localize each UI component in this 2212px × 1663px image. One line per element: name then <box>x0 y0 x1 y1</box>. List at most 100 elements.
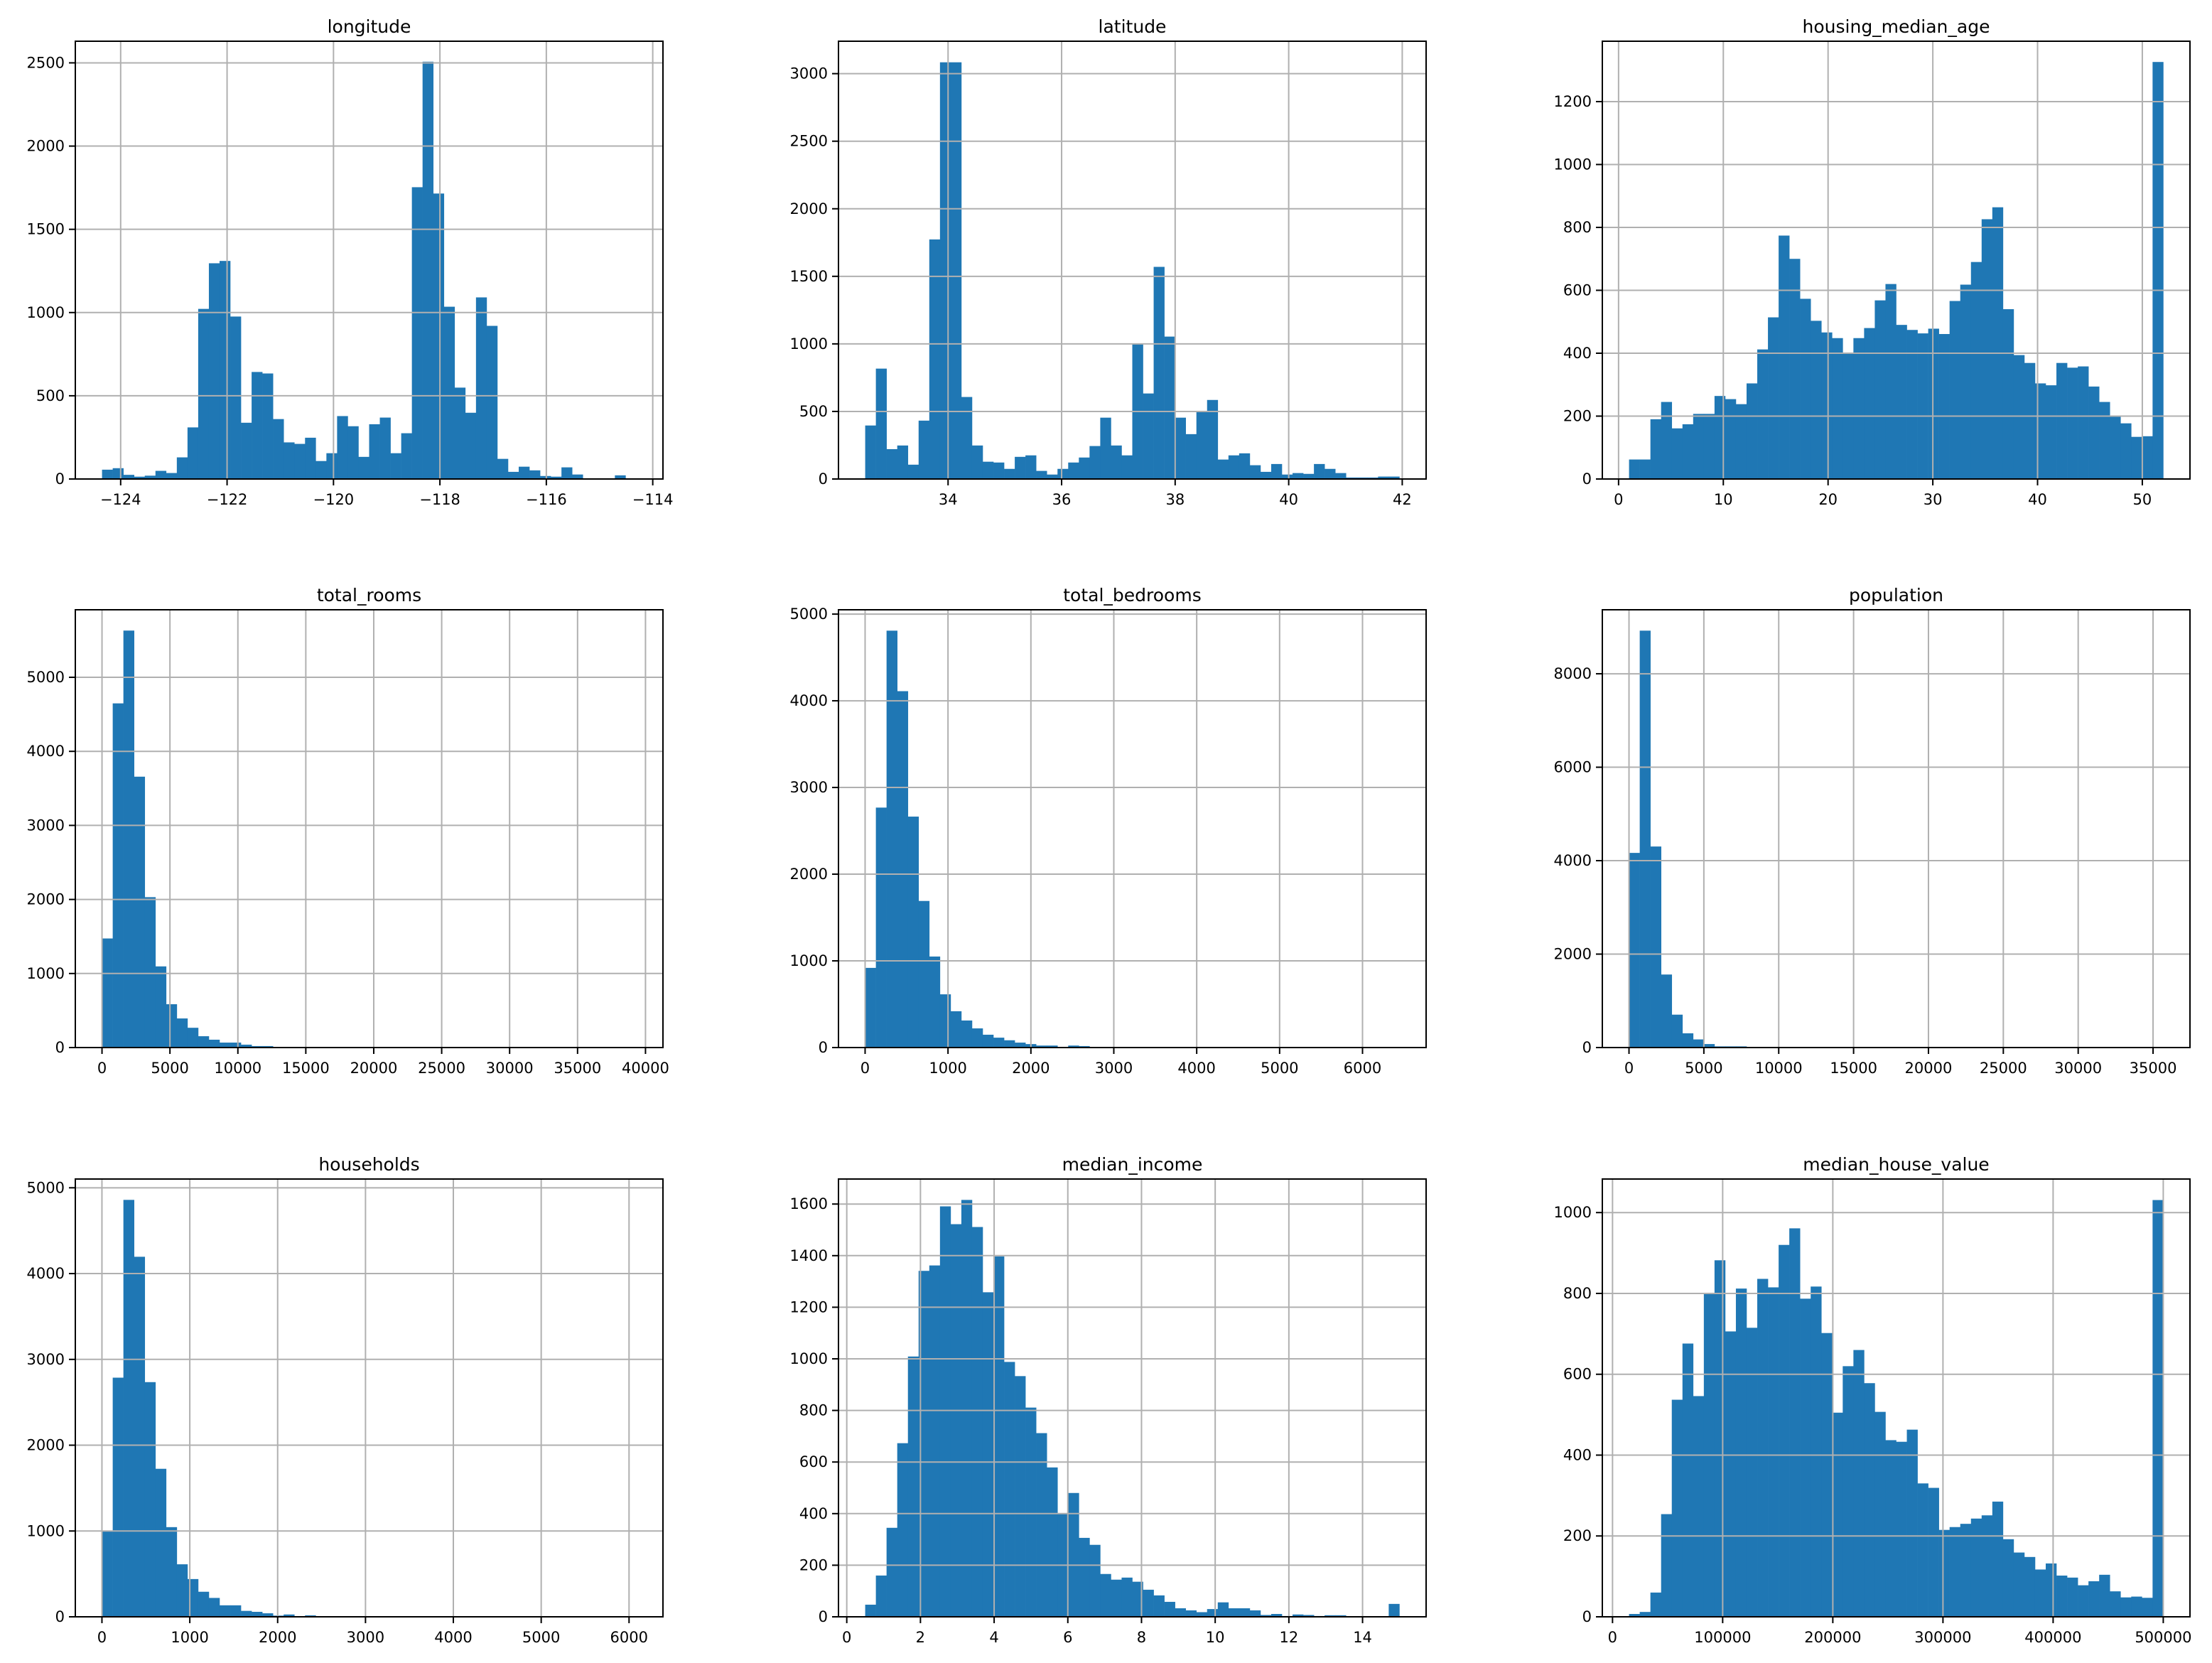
bar <box>1671 1399 1683 1617</box>
y-tick-label: 200 <box>1563 1527 1592 1544</box>
x-tick-label: 400000 <box>2024 1629 2081 1646</box>
bar <box>950 1011 962 1048</box>
bar <box>1164 336 1175 479</box>
y-tick-label: 500 <box>799 403 828 420</box>
bar <box>1282 474 1293 479</box>
x-tick-label: 4000 <box>434 1629 472 1646</box>
bar <box>347 426 359 479</box>
axes-frame <box>1602 1178 2191 1618</box>
y-tick-label: 0 <box>1582 1608 1592 1625</box>
bar <box>907 817 919 1048</box>
bar <box>993 1256 1005 1617</box>
x-tick-label: 300000 <box>1914 1629 1971 1646</box>
y-tick-label: 3000 <box>790 779 828 796</box>
x-tick-label: 35000 <box>2130 1060 2177 1077</box>
x-tick-label: 34 <box>939 491 958 508</box>
bar <box>358 456 369 479</box>
y-tick-label: 1000 <box>790 335 828 352</box>
bar <box>305 1615 316 1617</box>
bar <box>2142 1598 2153 1617</box>
bar <box>155 966 167 1048</box>
bar <box>230 1043 242 1048</box>
bar <box>918 1271 930 1617</box>
bar <box>337 416 348 479</box>
x-tick-label: 0 <box>1624 1060 1634 1077</box>
bar <box>433 193 445 479</box>
bar <box>1938 333 1950 479</box>
y-tick-label: 5000 <box>27 669 65 686</box>
y-tick-label: 600 <box>799 1453 828 1470</box>
bar <box>918 420 930 479</box>
bar <box>1779 1244 1790 1617</box>
bar <box>572 474 583 479</box>
bar <box>1789 259 1801 479</box>
bar <box>982 1292 994 1617</box>
bar <box>961 1020 973 1048</box>
x-tick-label: 15000 <box>1830 1060 1877 1077</box>
bar <box>1864 328 1875 479</box>
bar <box>886 448 897 479</box>
x-tick-label: 25000 <box>418 1060 465 1077</box>
bar <box>2152 62 2164 479</box>
x-tick-label: 20 <box>1818 491 1838 508</box>
x-tick-label: 10000 <box>214 1060 261 1077</box>
bar <box>615 475 626 479</box>
x-tick-label: 5000 <box>1261 1060 1298 1077</box>
bar <box>1068 1492 1079 1617</box>
bar <box>929 956 941 1048</box>
x-tick-label: 40 <box>1279 491 1298 508</box>
bar <box>273 419 284 479</box>
x-tick-label: 6000 <box>610 1629 648 1646</box>
bar <box>1682 1033 1694 1048</box>
y-tick-label: 5000 <box>27 1179 65 1196</box>
bar <box>1335 1615 1347 1617</box>
bar <box>1388 1603 1400 1617</box>
bar <box>1671 428 1683 479</box>
bar <box>2067 1577 2078 1617</box>
bar <box>561 467 573 479</box>
bar <box>1270 1614 1283 1617</box>
y-tick-label: 800 <box>1563 1285 1592 1302</box>
bar <box>1185 1610 1197 1617</box>
axes-frame <box>1602 41 2191 480</box>
bar <box>230 316 242 479</box>
bar <box>1725 399 1737 479</box>
bar <box>1293 473 1304 479</box>
bar <box>1388 476 1400 479</box>
bar <box>886 630 897 1048</box>
x-tick-label: 20000 <box>1905 1060 1953 1077</box>
y-tick-label: 1000 <box>790 1350 828 1367</box>
y-tick-label: 4000 <box>27 743 65 760</box>
bars <box>102 630 637 1048</box>
bar <box>897 691 909 1048</box>
bar <box>929 1265 941 1617</box>
axes-frame <box>75 41 664 480</box>
bar <box>1367 477 1379 479</box>
bar <box>1917 1483 1928 1617</box>
bar <box>1629 853 1640 1048</box>
bar <box>971 1227 983 1617</box>
bar <box>2131 436 2142 479</box>
bar <box>176 1018 188 1048</box>
bar <box>1682 1343 1694 1617</box>
bar <box>1004 1362 1015 1617</box>
bar <box>2046 1563 2057 1617</box>
bar <box>208 263 220 479</box>
bar <box>219 1043 231 1048</box>
subplot-longitude: −124 −122 −120 −118 −116 −114 0 500 1000 1500 2000… <box>27 16 674 508</box>
bar <box>1153 267 1165 479</box>
bars <box>865 1200 1400 1617</box>
bars <box>102 1200 637 1617</box>
bar <box>1938 1529 1950 1617</box>
subplot-median-income: 0 2 4 6 8 10 12 14 0 200 400 600 800 1000 1200 1400 1600… <box>790 1154 1427 1646</box>
x-tick-label: 2000 <box>259 1629 296 1646</box>
bar <box>102 469 113 479</box>
bar <box>939 994 951 1048</box>
x-tick-label: 15000 <box>282 1060 330 1077</box>
bar <box>1981 1515 1993 1617</box>
y-tick-label: 1000 <box>27 304 65 321</box>
bar <box>262 1613 274 1617</box>
x-tick-label: 4000 <box>1177 1060 1215 1077</box>
bar <box>144 475 156 479</box>
axes-frame <box>75 1178 664 1618</box>
